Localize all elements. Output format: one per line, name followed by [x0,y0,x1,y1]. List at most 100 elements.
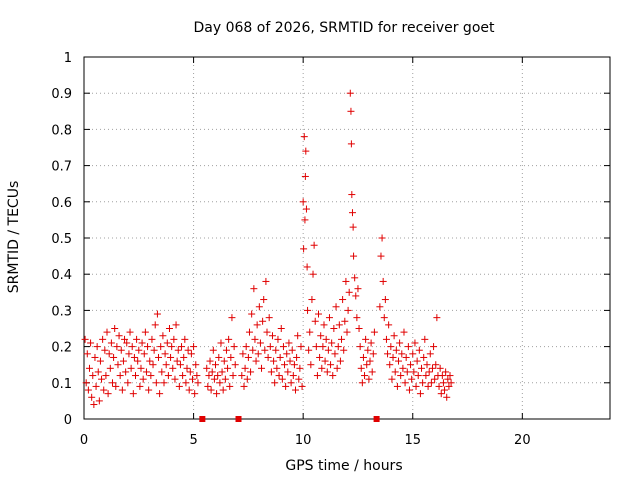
data-point [289,372,297,380]
data-point [284,368,292,376]
data-point [412,382,420,390]
data-point [408,375,416,383]
data-point [296,364,304,372]
data-point [159,332,167,340]
y-tick-label: 0.1 [51,377,72,392]
data-point [172,321,180,329]
data-point [320,321,328,329]
data-point [93,343,101,351]
data-point [210,375,218,383]
data-point [95,397,103,405]
data-point [277,325,285,332]
data-point [231,361,239,369]
data-point [402,353,410,361]
data-point [276,353,284,361]
data-point [91,353,99,361]
data-point [423,361,431,369]
data-point [144,343,152,351]
data-point [344,306,352,314]
data-point [260,296,268,304]
data-point [437,390,445,398]
data-point [278,375,286,383]
data-point [380,314,388,322]
data-point [316,353,324,361]
data-point [193,372,201,380]
gap-marker [373,416,380,422]
data-point [283,350,291,358]
data-point [206,357,214,365]
data-point [305,346,313,354]
data-point [241,364,249,372]
data-point [325,314,333,322]
data-point [256,339,264,347]
data-point [173,357,181,365]
data-point [293,353,301,361]
data-point [113,343,121,351]
data-point [367,339,375,347]
data-point [348,209,356,217]
data-point [253,321,261,329]
data-point [309,270,317,278]
data-point [401,379,409,387]
data-point [194,379,202,387]
data-point [185,386,193,394]
data-point [150,346,158,354]
y-ticks: 0 0.1 0.2 0.3 0.4 0.5 0.6 0.7 0.8 0.9 1 [51,51,610,428]
data-point [317,332,325,340]
data-point [311,317,319,325]
data-point [340,346,348,354]
data-point [247,368,255,376]
data-point [405,386,413,394]
y-tick-label: 0.8 [51,123,72,138]
data-point [329,372,337,380]
data-point [420,353,428,361]
data-point [145,386,153,394]
data-point [430,343,438,351]
data-point [148,335,156,343]
data-point [249,346,257,354]
y-tick-label: 0.7 [51,160,72,175]
data-point [397,372,405,380]
data-point [254,350,262,358]
data-point [138,339,146,347]
data-point [243,375,251,383]
data-point [392,346,400,354]
data-point [87,339,95,347]
data-point [227,353,235,361]
data-point [175,382,183,390]
data-point [297,343,305,351]
data-point [343,328,351,336]
data-point [180,353,188,361]
y-tick-label: 0.3 [51,304,72,319]
data-point [319,343,327,351]
data-point [122,368,130,376]
data-point [81,335,89,343]
data-point [255,303,263,311]
data-point [285,339,293,347]
data-points [81,89,455,409]
data-point [205,372,213,380]
data-point [328,339,336,347]
data-point [146,357,154,365]
data-point [295,375,303,383]
data-point [431,375,439,383]
data-point [288,346,296,354]
data-point [192,361,200,369]
data-point [439,379,447,387]
x-tick-label: 5 [189,433,197,448]
data-point [300,245,308,253]
data-point [239,350,247,358]
data-point [390,332,398,340]
data-point [268,332,276,340]
data-point [363,361,371,369]
data-point [391,368,399,376]
data-point [147,372,155,380]
x-tick-label: 15 [404,433,421,448]
data-point [327,361,335,369]
data-point [358,379,366,387]
data-point [400,328,408,336]
data-point [265,314,273,322]
data-point [164,372,172,380]
data-point [134,357,142,365]
data-point [323,368,331,376]
